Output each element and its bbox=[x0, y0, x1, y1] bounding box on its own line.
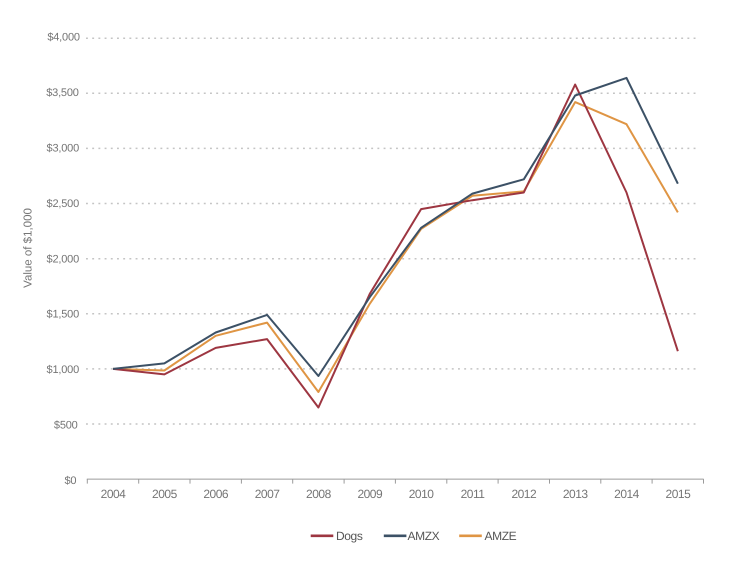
svg-text:$1,000: $1,000 bbox=[47, 364, 80, 376]
svg-text:2011: 2011 bbox=[461, 487, 486, 501]
svg-text:2008: 2008 bbox=[306, 487, 332, 501]
svg-text:AMZE: AMZE bbox=[485, 529, 517, 543]
svg-text:$500: $500 bbox=[54, 420, 78, 432]
svg-text:$1,500: $1,500 bbox=[47, 309, 80, 321]
svg-text:2014: 2014 bbox=[614, 487, 640, 501]
svg-text:$0: $0 bbox=[64, 475, 76, 487]
svg-text:2007: 2007 bbox=[255, 487, 281, 501]
svg-text:$4,000: $4,000 bbox=[47, 32, 80, 44]
svg-text:Value of $1,000: Value of $1,000 bbox=[23, 208, 35, 288]
svg-text:2010: 2010 bbox=[409, 487, 435, 501]
svg-text:Dogs: Dogs bbox=[336, 529, 363, 543]
svg-text:$2,000: $2,000 bbox=[47, 253, 80, 265]
svg-text:2013: 2013 bbox=[563, 487, 589, 501]
svg-text:2015: 2015 bbox=[666, 487, 692, 501]
svg-text:$2,500: $2,500 bbox=[47, 198, 80, 210]
svg-text:2005: 2005 bbox=[152, 487, 178, 501]
svg-text:$3,000: $3,000 bbox=[47, 143, 80, 155]
svg-text:AMZX: AMZX bbox=[408, 529, 440, 543]
svg-text:2004: 2004 bbox=[101, 487, 127, 501]
svg-text:$3,500: $3,500 bbox=[46, 87, 79, 99]
svg-text:2006: 2006 bbox=[203, 487, 229, 501]
svg-text:2012: 2012 bbox=[511, 487, 537, 501]
svg-text:2009: 2009 bbox=[357, 487, 383, 501]
